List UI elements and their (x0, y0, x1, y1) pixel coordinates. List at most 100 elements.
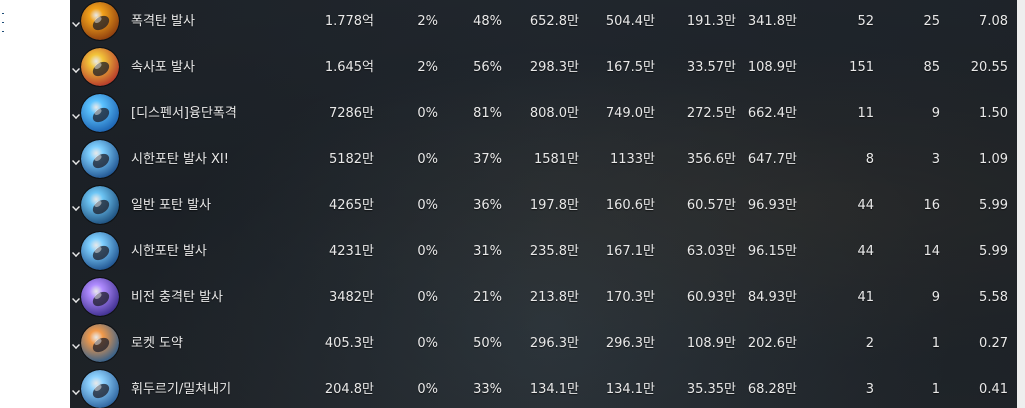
cell-hits: 44 (857, 198, 874, 213)
cell-crit: 0% (417, 198, 438, 213)
cell-hits: 151 (849, 60, 874, 75)
skill-timed-shell-xi-icon (81, 140, 119, 178)
cell-c7: 341.8만 (747, 14, 797, 29)
cell-max: 298.3만 (529, 60, 579, 75)
cell-c7: 647.7만 (747, 152, 797, 167)
cell-total: 7286만 (328, 106, 374, 121)
cell-hits: 2 (865, 336, 874, 351)
cell-last: 1.09 (979, 152, 1008, 167)
skill-name: 시한포탄 발사 (131, 244, 207, 259)
skill-row[interactable]: 비전 충격탄 발사 3482만 0% 21% 213.8만 170.3만 60.93만 84.… (70, 275, 1025, 320)
cell-max: 235.8만 (529, 244, 579, 259)
expand-caret-icon[interactable] (72, 295, 80, 303)
cell-total: 4231만 (328, 244, 374, 259)
skill-bomb-shell-icon (81, 2, 119, 40)
skill-row[interactable]: 로켓 도약 405.3만 0% 50% 296.3만 296.3만 108.9만 202.6만… (70, 321, 1025, 366)
cell-count: 9 (931, 106, 940, 121)
expand-caret-icon[interactable] (72, 249, 80, 257)
cell-max: 213.8만 (529, 290, 579, 305)
skill-row[interactable]: [디스펜서]융단폭격 7286만 0% 81% 808.0만 749.0만 272.5만 66… (70, 91, 1025, 136)
cell-c6: 63.03만 (686, 244, 736, 259)
scroll-edge (1017, 0, 1025, 408)
cell-crit: 2% (417, 14, 438, 29)
cell-c7: 108.9만 (747, 60, 797, 75)
cell-avg: 170.3만 (605, 290, 655, 305)
skill-row[interactable]: 폭격탄 발사 1.778억 2% 48% 652.8만 504.4만 191.3만 341.8… (70, 0, 1025, 44)
cell-last: 5.99 (979, 198, 1008, 213)
expand-caret-icon[interactable] (72, 387, 80, 395)
cell-crit: 0% (417, 106, 438, 121)
skill-rocket-leap-icon (81, 324, 119, 362)
cell-direct: 31% (473, 244, 502, 259)
expand-caret-icon[interactable] (72, 65, 80, 73)
cell-max: 296.3만 (529, 336, 579, 351)
skill-name: [디스펜서]융단폭격 (131, 106, 237, 121)
cell-last: 0.41 (979, 382, 1008, 397)
cell-hits: 11 (857, 106, 874, 121)
cell-count: 14 (923, 244, 940, 259)
cell-avg: 167.5만 (605, 60, 655, 75)
skill-rapid-cannon-icon (81, 48, 119, 86)
skill-name: 휘두르기/밀쳐내기 (131, 382, 232, 397)
cell-total: 4265만 (328, 198, 374, 213)
cell-c7: 68.28만 (747, 382, 797, 397)
cell-c6: 272.5만 (686, 106, 736, 121)
cell-crit: 0% (417, 244, 438, 259)
expand-caret-icon[interactable] (72, 203, 80, 211)
left-margin (0, 0, 70, 408)
cell-total: 405.3만 (324, 336, 374, 351)
skill-row[interactable]: 휘두르기/밀쳐내기 204.8만 0% 33% 134.1만 134.1만 35.35만 68… (70, 367, 1025, 408)
expand-caret-icon[interactable] (72, 341, 80, 349)
cell-avg: 504.4만 (605, 14, 655, 29)
expand-caret-icon[interactable] (72, 111, 80, 119)
cell-total: 1.645억 (324, 60, 374, 75)
skill-row[interactable]: 시한포탄 발사 XI! 5182만 0% 37% 1581만 1133만 356.6만 647… (70, 137, 1025, 182)
cell-last: 5.99 (979, 244, 1008, 259)
cell-direct: 50% (473, 336, 502, 351)
cell-avg: 167.1만 (605, 244, 655, 259)
cell-hits: 8 (865, 152, 874, 167)
cell-last: 5.58 (979, 290, 1008, 305)
cell-last: 0.27 (979, 336, 1008, 351)
cell-total: 204.8만 (324, 382, 374, 397)
cell-avg: 296.3만 (605, 336, 655, 351)
cell-crit: 0% (417, 336, 438, 351)
cell-c6: 191.3만 (686, 14, 736, 29)
cell-c7: 96.15만 (747, 244, 797, 259)
cell-hits: 41 (857, 290, 874, 305)
cell-c6: 60.57만 (686, 198, 736, 213)
skill-row[interactable]: 속사포 발사 1.645억 2% 56% 298.3만 167.5만 33.57만 108.9… (70, 45, 1025, 90)
cell-count: 85 (923, 60, 940, 75)
cell-max: 197.8만 (529, 198, 579, 213)
expand-caret-icon[interactable] (72, 19, 80, 27)
cell-max: 808.0만 (529, 106, 579, 121)
cell-crit: 0% (417, 152, 438, 167)
cell-direct: 37% (473, 152, 502, 167)
skill-name: 비전 충격탄 발사 (131, 290, 223, 305)
cell-count: 3 (931, 152, 940, 167)
cell-direct: 21% (473, 290, 502, 305)
cell-crit: 0% (417, 290, 438, 305)
cell-hits: 44 (857, 244, 874, 259)
cell-avg: 749.0만 (605, 106, 655, 121)
cell-max: 134.1만 (529, 382, 579, 397)
cell-crit: 0% (417, 382, 438, 397)
skill-row[interactable]: 시한포탄 발사 4231만 0% 31% 235.8만 167.1만 63.03만 96.15… (70, 229, 1025, 274)
cell-crit: 2% (417, 60, 438, 75)
expand-caret-icon[interactable] (72, 157, 80, 165)
skill-name: 시한포탄 발사 XI! (131, 152, 229, 167)
cell-c6: 35.35만 (686, 382, 736, 397)
cell-total: 1.778억 (324, 14, 374, 29)
skill-row[interactable]: 일반 포탄 발사 4265만 0% 36% 197.8만 160.6만 60.57만 96.9… (70, 183, 1025, 228)
skill-damage-table: 폭격탄 발사 1.778억 2% 48% 652.8만 504.4만 191.3만 341.8… (70, 0, 1025, 408)
cell-hits: 52 (857, 14, 874, 29)
cell-avg: 1133만 (609, 152, 655, 167)
cell-total: 5182만 (328, 152, 374, 167)
cell-hits: 3 (865, 382, 874, 397)
cell-direct: 36% (473, 198, 502, 213)
skill-name: 폭격탄 발사 (131, 14, 195, 29)
skill-swing-push-icon (81, 370, 119, 408)
cell-count: 1 (931, 382, 940, 397)
cell-direct: 81% (473, 106, 502, 121)
skill-carpet-bombing-icon (81, 94, 119, 132)
